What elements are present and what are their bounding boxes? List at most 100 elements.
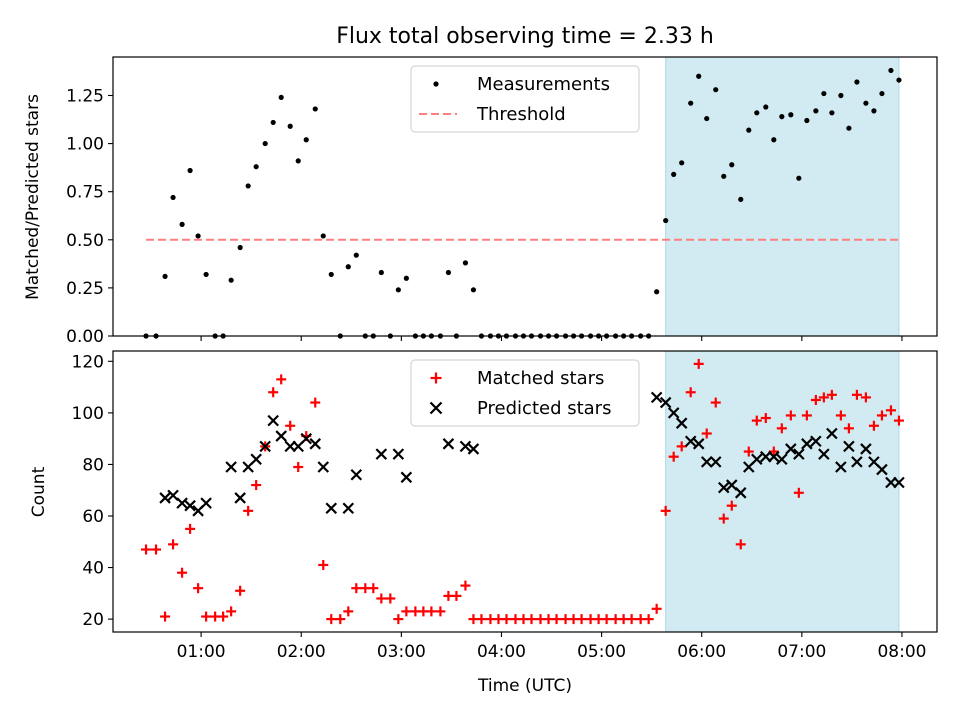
counts-s1-point-30-b <box>675 417 688 429</box>
counts-s1-point-15-b <box>300 432 313 445</box>
ratio-s0-point-65 <box>688 100 694 106</box>
ratio-s0-point-10 <box>228 277 234 283</box>
counts-s0-point-81 <box>818 392 829 403</box>
ratio-s0-point-90 <box>896 77 902 83</box>
counts-s0-point-63 <box>668 451 679 462</box>
counts-s0-point-69 <box>718 513 729 524</box>
ratio-ytick-label-0: 0.00 <box>66 327 104 347</box>
counts-s1-point-35-b <box>717 481 730 494</box>
counts-s0-point-60 <box>643 614 654 625</box>
counts-s1-point-27 <box>650 391 663 404</box>
ratio-s0-point-4 <box>179 221 185 227</box>
ratio-s0-point-18 <box>295 158 301 164</box>
counts-s1-point-47 <box>818 448 830 460</box>
counts-s1-point-26-b <box>467 443 480 455</box>
counts-s0-point-46 <box>526 614 537 625</box>
counts-s0-point-72 <box>743 446 754 457</box>
counts-s0-point-43 <box>501 614 512 625</box>
counts-xtick-label-3: 04:00 <box>477 642 526 662</box>
counts-s1-point-0 <box>159 492 171 504</box>
counts-s1-point-23-b <box>400 471 413 484</box>
ratio-s0-point-62 <box>663 217 669 224</box>
counts-s1-point-30 <box>675 417 688 429</box>
counts-s1-point-48 <box>826 427 838 440</box>
ratio-s0-point-79 <box>804 117 810 124</box>
counts-s1-point-49-b <box>835 461 847 473</box>
counts-s1-point-56-b <box>893 476 905 489</box>
counts-s0-point-2 <box>160 611 171 622</box>
counts-s1-point-29-b <box>667 407 680 419</box>
ratio-legend: Measurements Threshold <box>410 65 640 133</box>
counts-xtick-label-0: 01:00 <box>177 642 226 662</box>
ratio-s0-point-63 <box>671 171 677 177</box>
counts-s1-point-43-b <box>785 443 797 455</box>
counts-s1-point-3-b <box>184 499 196 512</box>
ratio-ytick-label-2: 0.50 <box>66 231 104 251</box>
counts-s1-point-7-b <box>234 492 246 504</box>
counts-legend-label-1: Predicted stars <box>477 398 611 419</box>
counts-s0-point-68 <box>710 397 721 408</box>
ratio-s0-point-22 <box>328 271 334 278</box>
ratio-s0-point-6 <box>195 233 201 239</box>
x-axis-label: Time (UTC) <box>477 676 572 696</box>
counts-s1-point-34-b <box>709 456 722 468</box>
ratio-s0-point-2 <box>162 273 168 279</box>
ratio-s0-point-81 <box>821 90 827 97</box>
counts-x-axis: 01:00 02:00 03:00 04:00 05:00 06:00 07:00 08:00 <box>177 632 926 662</box>
counts-s1-point-6 <box>225 461 237 473</box>
counts-s1-point-46-b <box>810 435 822 448</box>
counts-s1-point-12-b <box>275 430 287 442</box>
counts-s0-point-30 <box>393 614 404 625</box>
ratio-s0-point-16 <box>278 94 284 101</box>
counts-s0-point-31 <box>401 606 412 617</box>
counts-s1-point-41-b <box>768 450 780 463</box>
counts-s0-point-10 <box>226 606 237 617</box>
counts-s0-point-27 <box>368 583 379 594</box>
ratio-s0-point-7 <box>203 271 209 278</box>
ratio-legend-swatch-0 <box>433 81 439 87</box>
counts-s1-point-54-b <box>876 463 888 476</box>
counts-y-axis-label: Count <box>29 466 49 517</box>
counts-s1-point-52 <box>860 443 872 455</box>
ratio-ytick-label-1: 0.25 <box>66 279 104 299</box>
counts-legend-label-0: Matched stars <box>477 368 604 389</box>
counts-s1-point-53-b <box>868 456 880 468</box>
counts-s0-point-49 <box>551 614 562 625</box>
counts-s1-point-2-b <box>176 497 188 509</box>
ratio-s0-point-88 <box>879 90 885 97</box>
counts-s1-point-12 <box>275 430 287 442</box>
counts-s0-point-66 <box>693 358 704 369</box>
counts-s0-point-73 <box>751 415 762 426</box>
counts-s1-point-45 <box>801 438 813 450</box>
counts-xtick-label-6: 07:00 <box>777 642 826 662</box>
counts-s1-point-31 <box>684 435 697 448</box>
counts-s1-point-1 <box>167 489 179 502</box>
counts-s1-point-5 <box>200 497 212 509</box>
counts-s1-point-31-b <box>684 435 697 448</box>
counts-xtick-label-4: 05:00 <box>577 642 626 662</box>
counts-s0-point-74 <box>760 413 771 424</box>
ratio-s0-point-21 <box>320 233 326 239</box>
counts-s0-point-88 <box>876 410 887 421</box>
ratio-s0-point-30 <box>395 287 401 293</box>
counts-s1-point-32-b <box>692 438 705 450</box>
ratio-s0-point-25 <box>353 252 359 258</box>
ratio-s0-point-13 <box>253 164 259 170</box>
ratio-s0-point-39 <box>470 287 477 293</box>
counts-s0-point-34 <box>426 606 437 617</box>
counts-s1-point-16-b <box>309 438 322 450</box>
counts-ytick-label-4: 100 <box>72 404 104 424</box>
counts-plot-frame <box>112 350 938 633</box>
counts-s1-point-41 <box>768 450 780 463</box>
ratio-s0-point-24 <box>345 264 351 270</box>
ratio-ytick-label-4: 1.00 <box>66 135 104 155</box>
counts-s0-point-67 <box>701 428 712 439</box>
ratio-points <box>143 67 902 339</box>
counts-s1-point-16 <box>309 438 322 450</box>
counts-s1-point-0-b <box>159 492 171 504</box>
counts-s1-point-44-b <box>793 448 805 460</box>
counts-s1-point-9 <box>250 453 262 466</box>
ratio-s0-point-36 <box>445 269 452 276</box>
ratio-s0-point-17 <box>287 123 293 129</box>
ratio-y-axis: 0.00 0.25 0.50 0.75 1.00 1.25 <box>66 86 113 347</box>
